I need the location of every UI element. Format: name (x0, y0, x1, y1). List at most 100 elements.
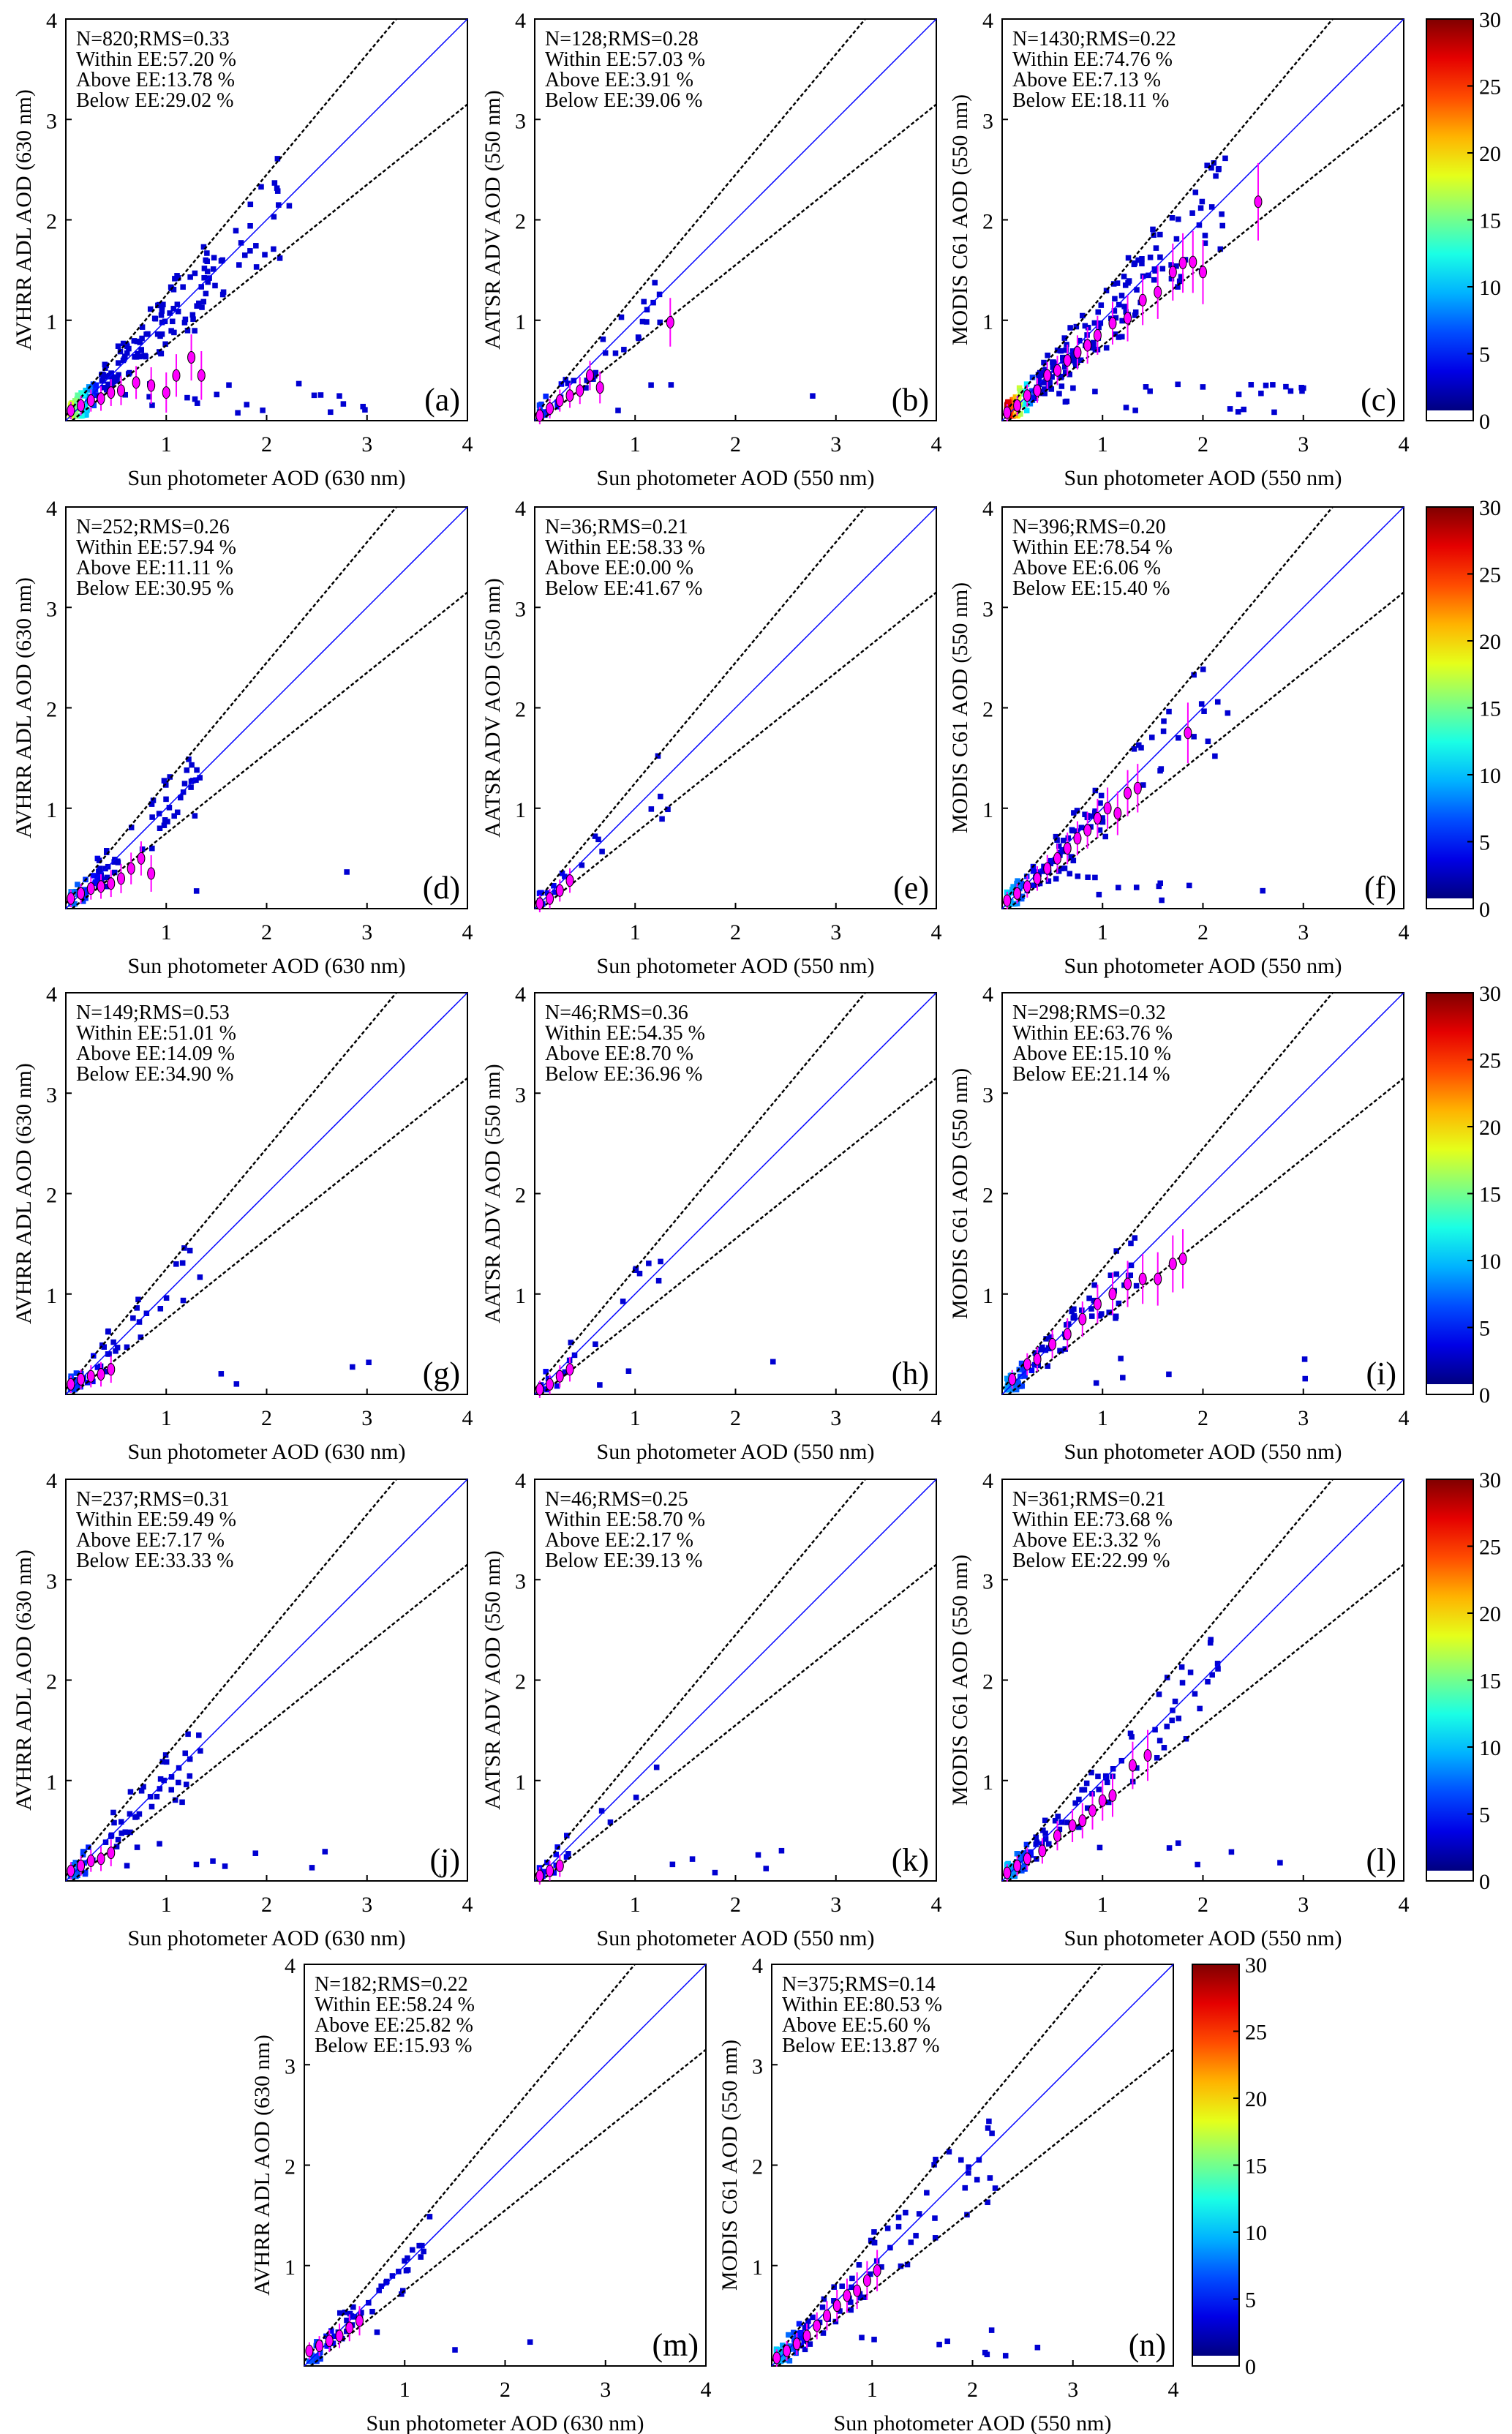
density-bin (113, 1348, 119, 1354)
density-bin (1219, 211, 1225, 217)
y-tick-label: 3 (982, 1569, 993, 1593)
density-bin (1088, 1770, 1094, 1776)
density-bin (1031, 1361, 1038, 1368)
density-bin (1060, 358, 1066, 364)
density-bin (1070, 857, 1077, 864)
colorbar-tick-label: 0 (1479, 1383, 1490, 1408)
density-bin (1061, 865, 1068, 871)
colorbar-tick-label: 25 (1479, 563, 1501, 587)
mean-point (325, 2335, 334, 2348)
density-bin (1067, 871, 1073, 876)
density-bin (859, 2335, 865, 2340)
density-bin (1158, 766, 1165, 772)
stats-line: Below EE:22.99 % (1012, 1550, 1170, 1572)
density-bin (80, 1849, 86, 1855)
density-bin (113, 1844, 120, 1849)
density-bin (985, 2199, 990, 2206)
density-bin (1043, 1336, 1049, 1342)
density-bin (161, 778, 168, 784)
density-bin (798, 2343, 805, 2349)
density-bin (819, 2304, 826, 2310)
density-bin (1209, 1672, 1215, 1678)
density-bin (1058, 1348, 1064, 1353)
density-bin (932, 2215, 938, 2221)
mean-point (546, 892, 554, 905)
density-bin (194, 400, 200, 406)
density-bin (1139, 255, 1145, 262)
density-bin (1097, 1312, 1103, 1319)
y-axis-label: MODIS C61 AOD (550 nm) (948, 94, 972, 345)
mean-point (1138, 1272, 1147, 1285)
y-tick-label: 2 (285, 2155, 296, 2179)
density-bin (124, 350, 130, 356)
x-tick-label: 3 (1298, 920, 1309, 944)
mean-point (116, 384, 125, 397)
mean-point (1078, 1312, 1087, 1326)
panel-letter: (f) (1364, 870, 1396, 906)
density-bin (210, 1858, 216, 1864)
density-bin (780, 2343, 786, 2348)
density-bin (233, 1381, 240, 1387)
panel-letter: (g) (423, 1356, 460, 1391)
density-bin (1016, 1851, 1022, 1857)
density-bin (1010, 884, 1016, 890)
mean-point (1143, 1749, 1152, 1762)
density-bin (187, 274, 193, 280)
y-tick-label: 3 (515, 1083, 526, 1107)
density-bin (974, 2176, 980, 2183)
density-bin (189, 312, 196, 318)
density-bin (1113, 1248, 1119, 1254)
density-bin (1012, 1385, 1019, 1391)
density-bin (593, 369, 599, 376)
mean-point (813, 2319, 821, 2332)
x-tick-label: 2 (261, 432, 272, 457)
density-bin (139, 324, 146, 330)
density-bin (655, 1277, 662, 1284)
density-bin (1136, 742, 1142, 748)
density-bin (102, 361, 108, 368)
density-bin (1093, 1380, 1099, 1386)
density-bin (218, 1371, 225, 1377)
y-tick-label: 4 (46, 1469, 57, 1493)
density-bin (90, 873, 97, 879)
density-bin (946, 2149, 952, 2155)
density-bin (1121, 274, 1127, 279)
density-bin (1176, 1716, 1182, 1721)
stats-line: Within EE:58.33 % (545, 536, 705, 559)
density-bin (163, 1759, 170, 1765)
density-bin (165, 819, 170, 825)
ee-upper-line (65, 1479, 397, 1877)
density-bin (211, 255, 217, 261)
density-bin (127, 1829, 133, 1836)
density-bin (198, 1748, 203, 1754)
density-bin (274, 156, 281, 162)
density-bin (1099, 819, 1106, 825)
density-bin (1037, 880, 1043, 887)
x-tick-label: 3 (600, 2378, 611, 2402)
density-bin (648, 382, 654, 388)
density-bin (1029, 375, 1036, 380)
density-bin (220, 289, 227, 296)
x-axis-label: Sun photometer AOD (550 nm) (597, 954, 875, 978)
mean-point (1133, 781, 1142, 795)
density-bin (193, 777, 199, 784)
colorbar-tick-label: 20 (1479, 1116, 1501, 1140)
mean-point (862, 2274, 871, 2287)
density-bin (796, 2330, 802, 2337)
density-bin (656, 291, 663, 298)
density-bin (597, 1382, 603, 1388)
density-bin (884, 2225, 891, 2231)
mean-point (1093, 328, 1102, 342)
density-bin (162, 1752, 169, 1758)
density-bin (821, 2296, 827, 2302)
density-bin (1041, 380, 1048, 386)
density-bin (102, 1839, 109, 1845)
density-bin (527, 2339, 533, 2345)
density-bin (126, 345, 132, 352)
density-bin (1088, 1306, 1094, 1312)
density-bin (184, 328, 191, 334)
density-bin (120, 357, 127, 364)
density-bin (139, 846, 146, 852)
density-bin (452, 2347, 458, 2353)
